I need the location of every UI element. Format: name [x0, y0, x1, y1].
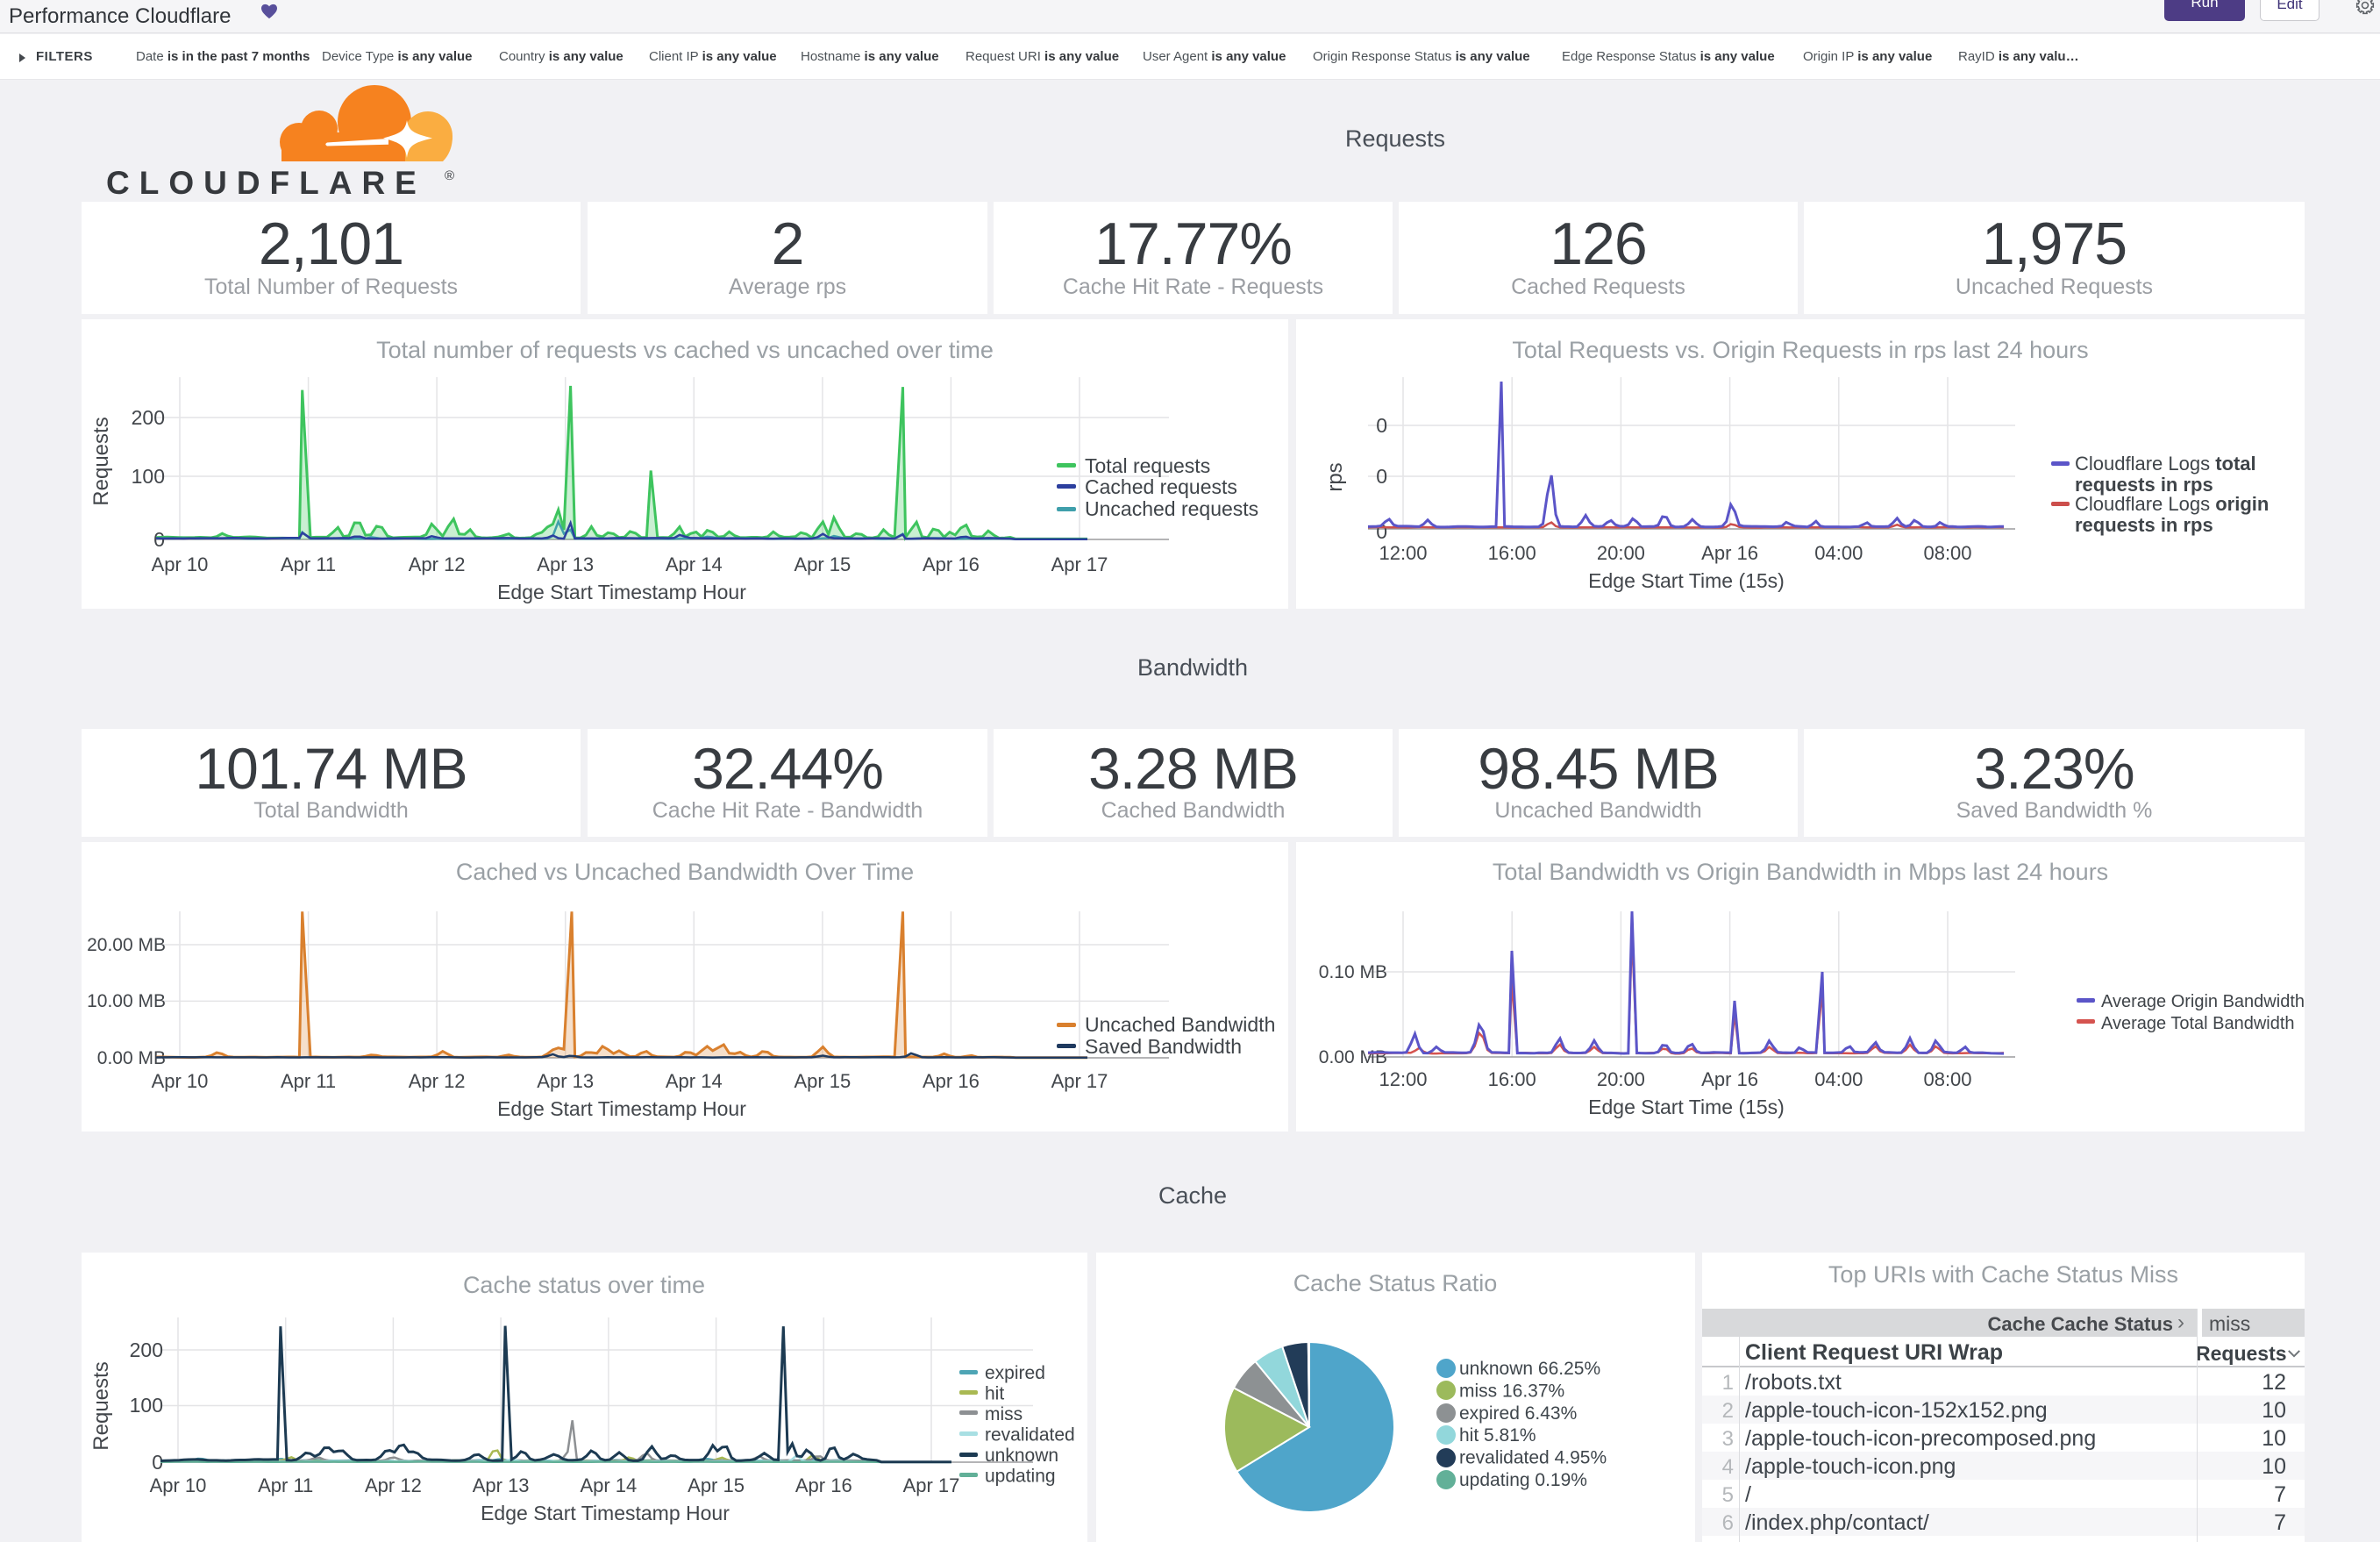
svg-text:0.10 MB: 0.10 MB: [1319, 962, 1387, 982]
svg-text:Cloudflare Logs total: Cloudflare Logs total: [2075, 453, 2256, 475]
svg-text:0: 0: [152, 1451, 163, 1474]
svg-text:Cached requests: Cached requests: [1085, 475, 1237, 498]
svg-text:miss: miss: [985, 1404, 1023, 1424]
svg-text:Apr 16: Apr 16: [795, 1474, 852, 1496]
svg-text:200: 200: [130, 1339, 163, 1361]
svg-text:0: 0: [1376, 465, 1387, 488]
svg-text:hit 5.81%: hit 5.81%: [1459, 1425, 1536, 1446]
svg-text:Apr 17: Apr 17: [1051, 553, 1108, 575]
svg-text:Edge Start Time (15s): Edge Start Time (15s): [1588, 569, 1785, 592]
svg-text:rps: rps: [1323, 462, 1347, 491]
svg-text:Edge Start Timestamp Hour: Edge Start Timestamp Hour: [497, 1097, 746, 1120]
svg-text:Apr 10: Apr 10: [150, 1474, 207, 1496]
svg-text:Apr 12: Apr 12: [409, 1070, 466, 1092]
svg-text:Apr 10: Apr 10: [152, 553, 209, 575]
svg-text:Total Requests vs. Origin Requ: Total Requests vs. Origin Requests in rp…: [1512, 337, 2088, 363]
svg-text:16:00: 16:00: [1488, 1068, 1536, 1090]
svg-text:Apr 16: Apr 16: [1701, 1068, 1758, 1090]
svg-text:08:00: 08:00: [1923, 542, 1971, 564]
svg-text:0.00 MB: 0.00 MB: [1319, 1047, 1387, 1067]
svg-text:100: 100: [130, 1394, 163, 1417]
svg-text:Apr 15: Apr 15: [688, 1474, 745, 1496]
svg-text:Apr 11: Apr 11: [258, 1474, 313, 1496]
svg-text:Apr 17: Apr 17: [903, 1474, 960, 1496]
svg-text:12:00: 12:00: [1379, 542, 1427, 564]
svg-text:04:00: 04:00: [1814, 1068, 1863, 1090]
svg-text:expired: expired: [985, 1363, 1045, 1383]
svg-text:0.00 MB: 0.00 MB: [97, 1048, 166, 1068]
svg-text:miss 16.37%: miss 16.37%: [1459, 1381, 1564, 1401]
svg-text:Apr 11: Apr 11: [281, 553, 336, 575]
svg-text:Average Origin Bandwidth: Average Origin Bandwidth: [2101, 992, 2305, 1011]
svg-text:Edge Start Time (15s): Edge Start Time (15s): [1588, 1096, 1785, 1118]
svg-text:Apr 14: Apr 14: [580, 1474, 637, 1496]
svg-text:Apr 14: Apr 14: [666, 553, 723, 575]
svg-text:Total Bandwidth vs Origin Band: Total Bandwidth vs Origin Bandwidth in M…: [1493, 859, 2108, 885]
svg-text:0: 0: [1376, 414, 1387, 437]
svg-text:Cache status over time: Cache status over time: [463, 1272, 705, 1298]
svg-text:Apr 15: Apr 15: [794, 553, 851, 575]
svg-text:Apr 15: Apr 15: [794, 1070, 851, 1092]
svg-text:Apr 14: Apr 14: [666, 1070, 723, 1092]
svg-text:Apr 16: Apr 16: [923, 1070, 980, 1092]
svg-text:Edge Start Timestamp Hour: Edge Start Timestamp Hour: [481, 1502, 730, 1524]
svg-text:20.00 MB: 20.00 MB: [87, 935, 166, 955]
svg-text:Apr 12: Apr 12: [409, 553, 466, 575]
svg-text:revalidated: revalidated: [985, 1425, 1075, 1446]
svg-text:Apr 16: Apr 16: [923, 553, 980, 575]
svg-text:12:00: 12:00: [1379, 1068, 1427, 1090]
svg-text:20:00: 20:00: [1597, 542, 1645, 564]
svg-text:requests in rps: requests in rps: [2075, 474, 2213, 496]
svg-text:hit: hit: [985, 1384, 1004, 1404]
svg-text:®: ®: [445, 168, 454, 183]
svg-text:04:00: 04:00: [1814, 542, 1863, 564]
svg-text:expired 6.43%: expired 6.43%: [1459, 1403, 1577, 1424]
svg-text:Apr 12: Apr 12: [365, 1474, 422, 1496]
svg-text:updating 0.19%: updating 0.19%: [1459, 1470, 1587, 1490]
svg-text:08:00: 08:00: [1923, 1068, 1971, 1090]
svg-text:Apr 17: Apr 17: [1051, 1070, 1108, 1092]
svg-text:Saved Bandwidth: Saved Bandwidth: [1085, 1035, 1242, 1058]
svg-text:Edge Start Timestamp Hour: Edge Start Timestamp Hour: [497, 581, 746, 603]
svg-text:16:00: 16:00: [1488, 542, 1536, 564]
svg-text:Cache Status Ratio: Cache Status Ratio: [1293, 1270, 1498, 1296]
svg-text:revalidated 4.95%: revalidated 4.95%: [1459, 1448, 1607, 1468]
svg-text:Apr 13: Apr 13: [537, 1070, 594, 1092]
svg-text:updating: updating: [985, 1467, 1056, 1487]
svg-text:Total number of requests vs ca: Total number of requests vs cached vs un…: [376, 337, 994, 363]
svg-text:Cloudflare Logs origin: Cloudflare Logs origin: [2075, 493, 2269, 515]
svg-text:Average Total Bandwidth: Average Total Bandwidth: [2101, 1014, 2295, 1033]
svg-text:Apr 10: Apr 10: [152, 1070, 209, 1092]
svg-text:Total requests: Total requests: [1085, 454, 1210, 477]
svg-text:Apr 13: Apr 13: [473, 1474, 530, 1496]
svg-text:20:00: 20:00: [1597, 1068, 1645, 1090]
svg-text:200: 200: [132, 406, 165, 429]
svg-text:Uncached requests: Uncached requests: [1085, 497, 1258, 520]
svg-text:CLOUDFLARE: CLOUDFLARE: [106, 165, 426, 201]
svg-text:Requests: Requests: [89, 1361, 113, 1450]
svg-text:unknown 66.25%: unknown 66.25%: [1459, 1359, 1600, 1379]
svg-text:requests in rps: requests in rps: [2075, 514, 2213, 536]
svg-text:Apr 16: Apr 16: [1701, 542, 1758, 564]
svg-text:Apr 11: Apr 11: [281, 1070, 336, 1092]
svg-text:Uncached Bandwidth: Uncached Bandwidth: [1085, 1013, 1275, 1036]
svg-text:unknown: unknown: [985, 1446, 1058, 1466]
svg-text:100: 100: [132, 465, 165, 488]
svg-text:10.00 MB: 10.00 MB: [87, 991, 166, 1011]
svg-text:Cached vs Uncached Bandwidth O: Cached vs Uncached Bandwidth Over Time: [456, 859, 914, 885]
svg-text:Requests: Requests: [89, 417, 113, 505]
svg-text:Apr 13: Apr 13: [537, 553, 594, 575]
